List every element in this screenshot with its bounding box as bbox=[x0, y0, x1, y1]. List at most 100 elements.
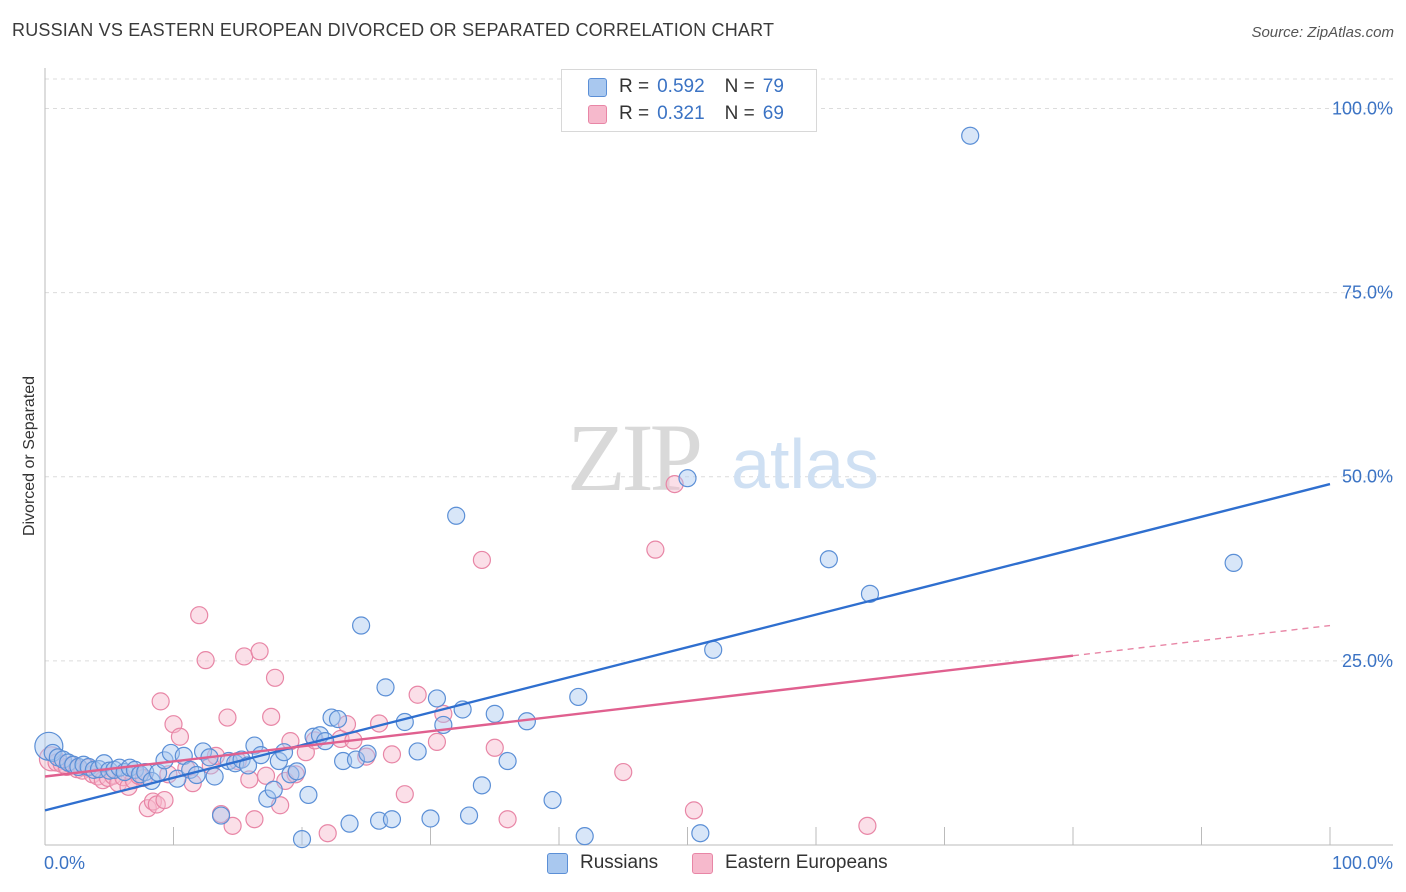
russians-point bbox=[860, 584, 880, 603]
eastern-europeans-point bbox=[498, 810, 517, 829]
legend-row-russians: R = 0.592 N = 79 bbox=[588, 74, 784, 100]
russians-point bbox=[569, 687, 588, 707]
axes bbox=[44, 68, 1393, 846]
eastern-europeans-point bbox=[223, 816, 242, 835]
legend: R = 0.592 N = 79 R = 0.321 N = 69 bbox=[561, 69, 817, 132]
russians-point bbox=[376, 678, 395, 697]
bottom-legend-swatch-russians bbox=[547, 852, 568, 874]
eastern-europeans-point bbox=[318, 824, 337, 843]
russians-point bbox=[691, 824, 710, 843]
eastern-europeans-point bbox=[190, 606, 209, 625]
eastern-europeans-point bbox=[427, 732, 447, 751]
eastern-europeans-point bbox=[858, 816, 877, 835]
russians-point bbox=[485, 704, 504, 723]
russians-point bbox=[292, 830, 312, 849]
eastern-europeans-point bbox=[155, 790, 174, 810]
russians-point bbox=[346, 750, 366, 769]
russians-point bbox=[322, 708, 341, 727]
eastern-europeans-trend-extension bbox=[1072, 624, 1331, 657]
trend-lines bbox=[44, 482, 1331, 812]
russians-point bbox=[427, 689, 447, 708]
eastern-europeans-point bbox=[382, 745, 402, 764]
russians-point bbox=[299, 785, 318, 805]
chart-title: RUSSIAN VS EASTERN EUROPEAN DIVORCED OR … bbox=[12, 20, 775, 40]
tick-labels: 25.0% 50.0% 75.0% 100.0% 0.0% 100.0% bbox=[44, 98, 1393, 873]
russians-point bbox=[287, 762, 306, 781]
eastern-europeans-point bbox=[218, 708, 237, 727]
russians-point bbox=[472, 776, 491, 795]
russians-point bbox=[704, 640, 723, 659]
legend-n-value: 79 bbox=[762, 76, 784, 97]
russians-point bbox=[421, 809, 440, 828]
russians-point bbox=[352, 616, 371, 635]
legend-n-value: 69 bbox=[762, 103, 784, 124]
bottom-legend-eastern: Eastern Europeans bbox=[692, 852, 888, 874]
russians-point bbox=[53, 750, 73, 769]
russians-point bbox=[961, 126, 980, 145]
legend-n-label: N = bbox=[724, 103, 755, 124]
eastern-europeans-points bbox=[38, 474, 877, 843]
russians-point bbox=[187, 765, 206, 785]
russians-point bbox=[211, 806, 231, 825]
source-label: Source: ZipAtlas.com bbox=[1251, 24, 1394, 41]
legend-swatch-eastern bbox=[588, 104, 607, 124]
legend-swatch-russians bbox=[588, 77, 607, 97]
eastern-europeans-point bbox=[235, 647, 254, 666]
russians-point bbox=[408, 742, 427, 761]
eastern-europeans-point bbox=[250, 642, 269, 661]
russians-point bbox=[1224, 553, 1243, 573]
eastern-europeans-point bbox=[281, 732, 300, 751]
y-tick-label: 100.0% bbox=[1332, 98, 1393, 118]
russians-point bbox=[382, 810, 402, 829]
bottom-legend-swatch-eastern bbox=[692, 852, 713, 874]
eastern-europeans-point bbox=[408, 685, 427, 704]
eastern-europeans-point bbox=[614, 762, 633, 782]
russians-point bbox=[328, 709, 348, 729]
russians-point bbox=[358, 744, 377, 763]
bottom-legend: Russians Eastern Europeans bbox=[0, 852, 1406, 878]
eastern-europeans-point bbox=[684, 801, 704, 820]
bottom-legend-label: Eastern Europeans bbox=[725, 852, 888, 873]
x-tick-label: 0.0% bbox=[44, 853, 85, 873]
eastern-europeans-point bbox=[472, 550, 491, 570]
y-tick-label: 75.0% bbox=[1342, 283, 1393, 303]
watermark-atlas: atlas bbox=[731, 425, 879, 503]
russians-point bbox=[543, 790, 562, 810]
eastern-europeans-point bbox=[395, 785, 414, 804]
x-tick-label: 100.0% bbox=[1332, 853, 1393, 873]
eastern-europeans-point bbox=[196, 651, 215, 670]
russians-point bbox=[340, 814, 359, 833]
russians-point bbox=[395, 712, 414, 732]
legend-r-value: 0.321 bbox=[657, 103, 705, 124]
watermark-zip: ZIP bbox=[567, 404, 700, 511]
legend-n-label: N = bbox=[724, 76, 755, 97]
watermark: ZIP atlas bbox=[567, 404, 879, 511]
legend-r-label: R = bbox=[619, 76, 650, 97]
eastern-europeans-point bbox=[265, 668, 285, 687]
legend-r-value: 0.592 bbox=[657, 76, 705, 97]
gridlines bbox=[45, 78, 1393, 662]
russians-point bbox=[245, 736, 264, 755]
eastern-europeans-point bbox=[245, 810, 264, 829]
russians-trend-line bbox=[44, 482, 1331, 812]
russians-point bbox=[819, 550, 838, 569]
eastern-europeans-point bbox=[646, 540, 665, 559]
bottom-legend-russians: Russians bbox=[547, 852, 658, 874]
y-tick-label: 50.0% bbox=[1342, 467, 1393, 487]
eastern-europeans-point bbox=[151, 692, 170, 711]
russians-point bbox=[238, 756, 258, 775]
eastern-europeans-point bbox=[485, 738, 504, 757]
russians-point bbox=[678, 469, 697, 488]
y-tick-label: 25.0% bbox=[1342, 651, 1393, 671]
russians-point bbox=[269, 751, 288, 771]
russians-point bbox=[205, 767, 224, 786]
russians-point bbox=[575, 827, 594, 846]
russians-point bbox=[264, 780, 283, 799]
bottom-legend-label: Russians bbox=[580, 852, 659, 873]
eastern-europeans-point bbox=[170, 727, 190, 746]
russians-point bbox=[447, 506, 466, 525]
legend-r-label: R = bbox=[619, 103, 650, 124]
eastern-europeans-point bbox=[256, 766, 276, 785]
russians-point bbox=[498, 751, 517, 771]
